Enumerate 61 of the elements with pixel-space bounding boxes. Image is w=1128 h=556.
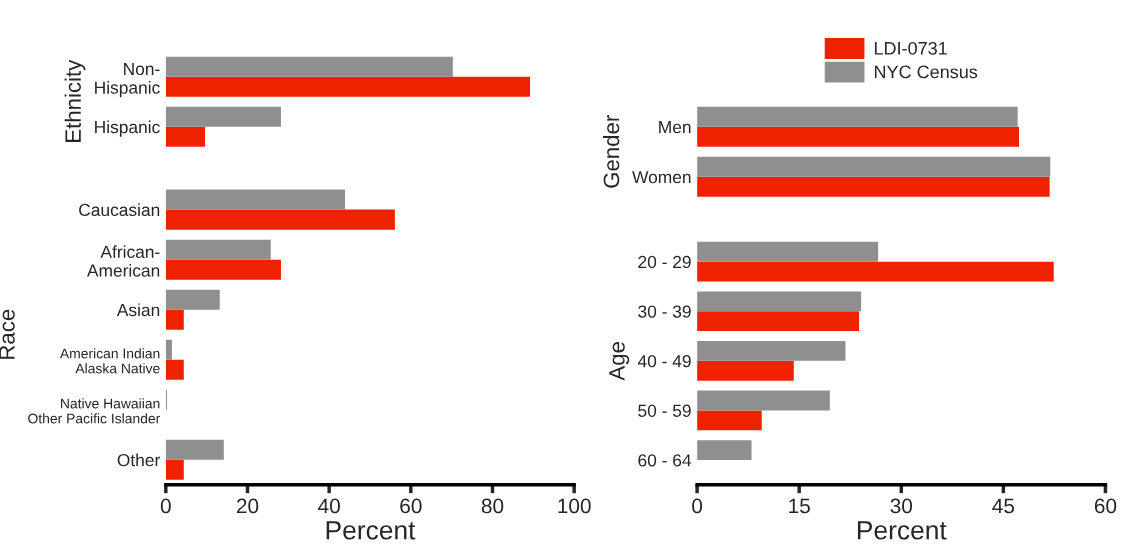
x-tick-label: 60 xyxy=(1094,498,1117,514)
bar xyxy=(165,459,184,480)
y-tick-label: 30 - 39 xyxy=(638,305,691,318)
y-tick-label: American Indian Alaska Native xyxy=(59,348,160,374)
bar xyxy=(165,359,184,380)
bar xyxy=(697,156,1051,177)
legend-label: LDI-0731 xyxy=(874,41,947,55)
bar xyxy=(165,289,220,310)
bar xyxy=(697,241,879,262)
bar xyxy=(165,259,281,280)
y-tick-label: 40 - 49 xyxy=(637,355,691,368)
x-tick-label: 0 xyxy=(692,498,703,514)
x-tick-label: 0 xyxy=(160,498,171,514)
x-tick-label: 100 xyxy=(558,498,591,514)
bar xyxy=(697,341,846,361)
y-axis-title: Race xyxy=(0,309,15,359)
legend-label: NYC Census xyxy=(874,65,978,79)
bar xyxy=(165,56,453,77)
bar xyxy=(697,176,1050,197)
bar xyxy=(697,261,1054,282)
y-tick-label: Asian xyxy=(116,303,160,317)
bar xyxy=(697,360,794,381)
bar xyxy=(165,439,224,460)
y-tick-label: 50 - 59 xyxy=(638,404,691,417)
x-tick-label: 60 xyxy=(400,498,422,514)
bar xyxy=(165,239,271,260)
bar xyxy=(697,106,1018,127)
x-tick-label: 45 xyxy=(992,498,1015,514)
bar xyxy=(697,311,860,332)
bar xyxy=(165,76,531,97)
x-tick-label: 40 xyxy=(318,498,340,514)
bar xyxy=(165,126,206,147)
bar xyxy=(165,209,395,230)
y-tick-label: 20 - 29 xyxy=(638,255,691,269)
y-tick-label: Women xyxy=(632,171,691,184)
y-tick-label: Native Hawaiian Other Pacific Islander xyxy=(28,398,161,424)
y-axis-title: Ethnicity xyxy=(64,59,86,142)
x-tick-label: 80 xyxy=(481,498,504,514)
y-axis-title: Gender xyxy=(602,115,620,188)
x-tick-label: 30 xyxy=(890,498,913,514)
bar xyxy=(165,339,172,360)
bar xyxy=(697,126,1020,147)
bar xyxy=(165,309,184,330)
y-tick-label: Other xyxy=(117,453,160,467)
x-tick-label: 20 xyxy=(236,498,259,514)
y-tick-label: Non- Hispanic xyxy=(95,62,160,98)
bar xyxy=(697,291,862,312)
bar xyxy=(165,106,281,127)
bar xyxy=(697,410,762,431)
bar xyxy=(697,390,830,411)
y-tick-label: African- American xyxy=(86,245,160,277)
bar xyxy=(697,440,752,461)
x-axis-title: Percent xyxy=(857,521,947,540)
bar xyxy=(165,189,346,210)
y-tick-label: Men xyxy=(659,121,691,134)
x-axis-title: Percent xyxy=(326,521,416,540)
y-axis-title: Age xyxy=(609,342,630,381)
y-tick-label: 60 - 64 xyxy=(638,454,692,467)
y-tick-label: Caucasian xyxy=(79,203,160,217)
x-tick-label: 15 xyxy=(789,498,810,514)
y-tick-label: Hispanic xyxy=(95,120,160,137)
